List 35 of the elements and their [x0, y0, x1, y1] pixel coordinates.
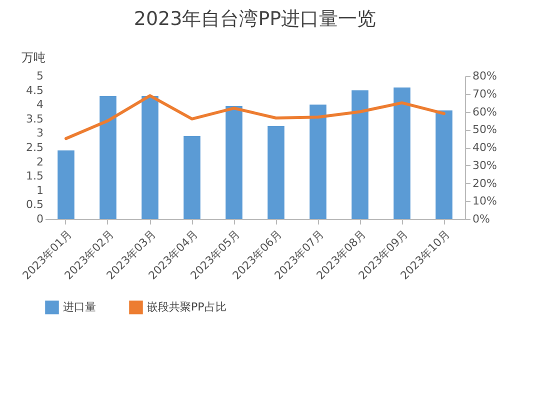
y-tick-label: 5 — [36, 70, 44, 82]
y2-tick-label: 80% — [472, 70, 497, 82]
y-tick-label: 1 — [36, 184, 44, 197]
y-tick-label: 3 — [36, 126, 44, 140]
bar — [142, 96, 158, 219]
line-series — [64, 94, 446, 140]
y-tick-label: 0.5 — [26, 198, 44, 212]
y2-tick-label: 20% — [472, 176, 497, 190]
y2-tick-label: 60% — [472, 105, 497, 118]
y2-tick-label: 50% — [472, 123, 497, 136]
legend-label: 嵌段共聚PP占比 — [147, 300, 226, 314]
y2-tick-label: 10% — [472, 194, 497, 208]
y-tick-label: 4 — [36, 98, 44, 112]
bar — [352, 90, 368, 219]
bar — [436, 110, 452, 219]
y-tick-label: 3.5 — [26, 112, 44, 126]
y2-tick-label: 40% — [472, 141, 497, 154]
y-tick-label: 1.5 — [26, 170, 44, 183]
bar — [310, 104, 326, 219]
bar — [394, 87, 410, 219]
legend-label: 进口量 — [63, 300, 96, 314]
y-axis-title: 万吨 — [22, 50, 46, 64]
y2-tick-label: 0% — [472, 212, 490, 226]
y-tick-label: 0 — [36, 212, 44, 226]
bar — [184, 136, 200, 219]
bar — [226, 106, 242, 219]
bar — [268, 126, 284, 219]
chart-title: 2023年自台湾PP进口量一览 — [134, 8, 376, 30]
y2-tick-label: 70% — [472, 87, 497, 100]
bar — [100, 96, 116, 219]
y2-tick-label: 30% — [472, 158, 497, 172]
y-tick-label: 2 — [36, 155, 44, 168]
y-tick-label: 4.5 — [26, 84, 44, 97]
y-tick-label: 2.5 — [26, 141, 44, 154]
bar — [58, 150, 74, 219]
